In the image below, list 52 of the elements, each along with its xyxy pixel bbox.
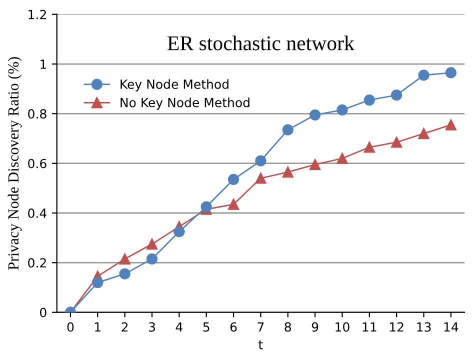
point (336, 152, 348, 164)
x-tick-label: 7 (258, 322, 264, 332)
x-tick-label: 13 (417, 322, 431, 332)
point (418, 128, 430, 140)
point (445, 119, 456, 130)
x-tick-label: 3 (148, 322, 155, 332)
y-axis-title: Privacy Node Discovery Ratio (%) (8, 57, 22, 270)
y-tick-label: 0 (40, 308, 46, 318)
point (200, 201, 212, 212)
point (391, 136, 402, 148)
point (119, 253, 130, 264)
point (391, 90, 402, 101)
point (364, 142, 375, 153)
x-tick-label: 1 (95, 322, 100, 332)
point (174, 226, 185, 238)
point (119, 268, 130, 280)
x-tick-label: 8 (284, 322, 291, 332)
y-tick-label: 1.2 (28, 10, 46, 20)
x-tick-label: 4 (176, 322, 182, 332)
x-tick-label: 11 (362, 322, 376, 332)
y-tick-label: 1 (40, 60, 46, 69)
y-tick-label: 0.4 (28, 208, 46, 218)
point (228, 174, 240, 186)
y-tick-label: 0.6 (28, 158, 46, 168)
point (255, 155, 266, 166)
point (228, 198, 240, 210)
point (364, 94, 375, 106)
text: ER stochastic network (168, 36, 354, 50)
x-tick-label: 9 (312, 322, 318, 332)
legend-label: Key Node Method (120, 79, 228, 92)
x-tick-label: 6 (230, 322, 237, 332)
point (146, 238, 158, 250)
x-tick-label: 14 (444, 322, 458, 332)
point (336, 104, 348, 116)
legend-label: No Key Node Method (120, 98, 250, 110)
point (309, 159, 321, 170)
y-tick-label: 0.2 (28, 258, 46, 268)
point (92, 276, 104, 288)
x-tick-label: 10 (336, 322, 350, 332)
point (255, 172, 266, 184)
point (146, 253, 158, 264)
x-axis-title: t (258, 340, 263, 350)
x-tick-label: 12 (390, 322, 404, 332)
point (418, 70, 430, 81)
point (445, 67, 456, 78)
x-tick-label: 5 (203, 322, 210, 332)
y-tick-label: 0.8 (28, 109, 46, 119)
x-tick-label: 0 (67, 322, 74, 332)
point (309, 109, 321, 120)
point (282, 124, 294, 136)
point (282, 166, 294, 178)
x-tick-label: 2 (122, 322, 128, 332)
